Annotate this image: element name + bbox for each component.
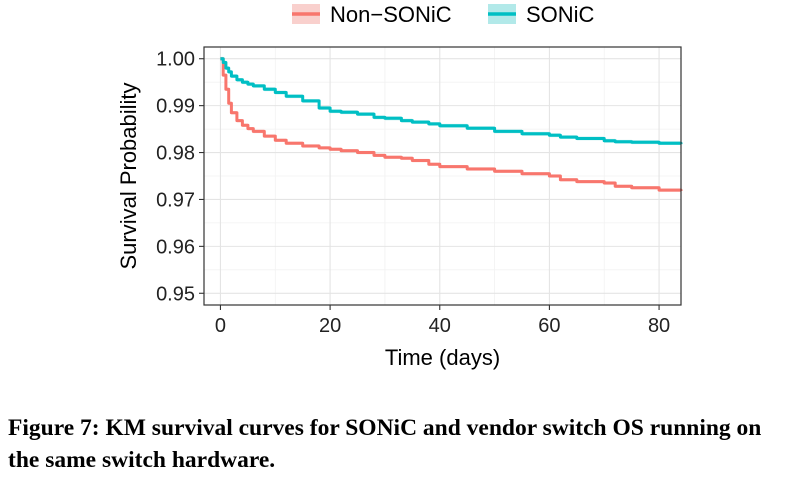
caption-text: KM survival curves for SONiC and vendor … (8, 415, 762, 473)
legend-label: Non−SONiC (330, 2, 452, 27)
y-tick-label: 0.99 (156, 96, 195, 118)
y-tick-label: 0.96 (156, 236, 195, 258)
legend-label: SONiC (526, 2, 595, 27)
y-tick-label: 0.95 (156, 283, 195, 305)
series-line (220, 57, 683, 192)
y-axis: 0.95 0.96 0.97 0.98 0.99 1.00 (156, 49, 204, 305)
grid-major (204, 47, 681, 305)
y-tick-label: 0.98 (156, 143, 195, 165)
x-tick-label: 60 (538, 315, 560, 337)
x-tick-label: 40 (429, 315, 451, 337)
x-tick-label: 0 (215, 315, 226, 337)
y-axis-title: Survival Probability (116, 82, 141, 269)
series-line (220, 57, 683, 145)
figure-caption: Figure 7: KM survival curves for SONiC a… (8, 412, 798, 476)
chart-legend: Non−SONiC SONiC (292, 2, 595, 27)
km-survival-chart: Non−SONiC SONiC 0.950.960.970.980.991.00 … (116, 2, 683, 370)
plot-border (203, 46, 682, 306)
x-tick-label: 80 (648, 315, 670, 337)
y-tick-label: 0.97 (156, 189, 195, 211)
figure-label: Figure 7: (8, 415, 100, 441)
x-tick-label: 20 (319, 315, 341, 337)
y-tick-label: 1.00 (156, 49, 195, 71)
survival-curves (220, 57, 683, 192)
x-axis: 0 20 40 60 80 (215, 305, 670, 337)
x-axis-title: Time (days) (385, 345, 500, 370)
grid-minor (204, 47, 681, 305)
